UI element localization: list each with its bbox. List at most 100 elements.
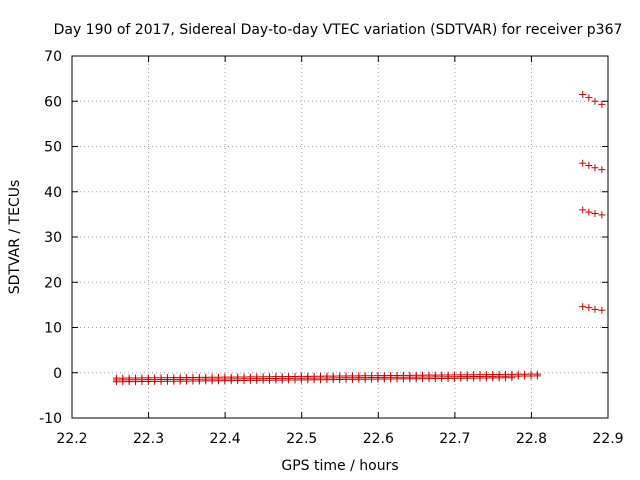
data-point <box>533 370 541 378</box>
data-point <box>585 304 593 312</box>
data-point <box>431 375 439 383</box>
y-tick-label: 60 <box>44 94 62 110</box>
x-tick-label: 22.6 <box>363 431 394 447</box>
y-tick-label: 50 <box>44 140 62 156</box>
data-point <box>508 374 516 382</box>
data-point <box>374 375 382 383</box>
data-point <box>406 375 414 383</box>
data-point <box>598 306 606 314</box>
y-tick-label: 0 <box>53 366 62 382</box>
data-point <box>176 377 184 385</box>
data-point <box>240 376 248 384</box>
data-point <box>585 94 593 102</box>
data-point <box>323 376 331 384</box>
data-point <box>310 376 318 384</box>
data-point <box>189 377 197 385</box>
data-point <box>470 374 478 382</box>
data-point <box>214 377 222 385</box>
data-point <box>151 377 159 385</box>
data-point <box>425 375 433 383</box>
data-point <box>419 375 427 383</box>
data-point <box>585 162 593 170</box>
data-point <box>438 374 446 382</box>
data-point <box>227 377 235 385</box>
data-point <box>234 377 242 385</box>
data-point <box>348 375 356 383</box>
data-point <box>361 375 369 383</box>
data-point <box>253 376 261 384</box>
data-point <box>579 206 587 214</box>
x-tick-label: 22.5 <box>286 431 317 447</box>
data-point <box>125 378 133 386</box>
data-point <box>119 378 127 386</box>
data-point <box>514 370 522 378</box>
data-point <box>591 164 599 172</box>
data-point <box>157 377 165 385</box>
y-axis-label: SDTVAR / TECUs <box>7 180 23 295</box>
data-point <box>246 376 254 384</box>
y-tick-label: 10 <box>44 321 62 337</box>
data-points <box>112 90 606 386</box>
data-point <box>380 375 388 383</box>
data-point <box>329 376 337 384</box>
tick-label-layer: 22.2 22.3 22.4 22.5 22.6 22.7 22.8 22.9 -10 0 10 20… <box>39 49 623 447</box>
x-tick-label: 22.7 <box>439 431 470 447</box>
x-tick-label: 22.8 <box>516 431 547 447</box>
data-point <box>285 376 293 384</box>
x-axis-label: GPS time / hours <box>281 458 398 474</box>
data-point <box>259 376 267 384</box>
data-point <box>208 377 216 385</box>
data-point <box>317 376 325 384</box>
data-point <box>112 378 120 386</box>
data-point <box>598 166 606 174</box>
y-tick-label: 30 <box>44 230 62 246</box>
data-point <box>527 370 535 378</box>
x-tick-label: 22.3 <box>133 431 164 447</box>
x-tick-label: 22.9 <box>592 431 623 447</box>
data-point <box>342 375 350 383</box>
data-point <box>501 374 509 382</box>
data-point <box>336 376 344 384</box>
data-point <box>278 376 286 384</box>
data-point <box>183 377 191 385</box>
data-point <box>579 90 587 98</box>
y-tick-label: 40 <box>44 185 62 201</box>
data-point <box>399 375 407 383</box>
data-point <box>132 378 140 386</box>
data-point <box>368 375 376 383</box>
data-point <box>195 377 203 385</box>
data-point <box>489 374 497 382</box>
y-tick-label: -10 <box>39 411 62 427</box>
data-point <box>355 375 363 383</box>
data-point <box>591 305 599 313</box>
y-tick-label: 70 <box>44 49 62 65</box>
data-point <box>585 208 593 216</box>
data-point <box>412 375 420 383</box>
data-point <box>521 370 529 378</box>
data-point <box>144 377 152 385</box>
data-point <box>598 100 606 108</box>
grid-layer <box>72 56 608 418</box>
data-point <box>265 376 273 384</box>
data-point <box>138 378 146 386</box>
data-point <box>450 374 458 382</box>
data-point <box>297 376 305 384</box>
data-point <box>579 303 587 311</box>
data-point <box>463 374 471 382</box>
data-point <box>163 377 171 385</box>
data-point <box>272 376 280 384</box>
tick-layer <box>71 55 609 419</box>
data-point <box>579 159 587 167</box>
data-point <box>202 377 210 385</box>
data-point <box>457 374 465 382</box>
data-point <box>591 209 599 217</box>
x-tick-label: 22.2 <box>56 431 87 447</box>
data-point <box>387 375 395 383</box>
x-tick-label: 22.4 <box>210 431 241 447</box>
data-point <box>482 374 490 382</box>
data-point <box>444 374 452 382</box>
data-point <box>591 97 599 105</box>
data-point <box>393 375 401 383</box>
data-point <box>291 376 299 384</box>
